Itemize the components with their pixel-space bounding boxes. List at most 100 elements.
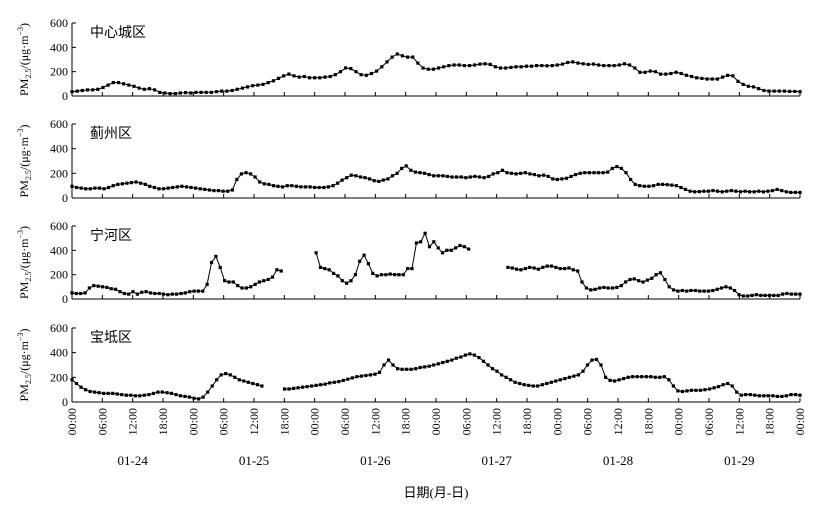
- data-point: [93, 186, 97, 190]
- data-point: [216, 189, 221, 193]
- data-point: [111, 184, 115, 188]
- data-point: [178, 91, 182, 95]
- data-point: [510, 266, 514, 270]
- data-point: [452, 63, 456, 67]
- data-point: [262, 182, 266, 186]
- data-point: [638, 184, 642, 188]
- data-point: [748, 393, 752, 397]
- data-point: [560, 177, 564, 181]
- data-point: [303, 185, 308, 189]
- data-point: [317, 185, 321, 190]
- x-tick-label: 06:00: [581, 408, 595, 435]
- data-point: [192, 289, 196, 293]
- data-point: [282, 74, 286, 78]
- y-axis-label: PM2.5/(μg·m−3): [16, 23, 33, 96]
- data-point: [664, 72, 668, 76]
- data-point: [147, 393, 151, 397]
- data-point: [353, 273, 357, 277]
- data-point: [423, 171, 427, 175]
- data-point: [244, 286, 248, 290]
- data-point: [457, 63, 461, 67]
- data-point: [647, 184, 651, 188]
- data-point: [414, 241, 418, 245]
- data-point: [612, 64, 616, 68]
- data-point: [79, 385, 83, 389]
- data-point: [156, 390, 160, 394]
- y-axis-label-unit: /(μg·m: [17, 340, 31, 374]
- data-point: [608, 378, 612, 382]
- data-point: [400, 367, 404, 371]
- data-point: [669, 71, 673, 76]
- data-point: [667, 378, 671, 382]
- data-point: [337, 380, 341, 384]
- data-point: [567, 375, 571, 379]
- data-point: [388, 272, 392, 276]
- data-point: [287, 387, 291, 391]
- y-tick-label: 400: [50, 243, 68, 257]
- data-point: [697, 190, 701, 194]
- data-point: [161, 292, 166, 296]
- data-point: [741, 82, 745, 86]
- data-point: [332, 271, 336, 275]
- data-point: [336, 274, 340, 278]
- data-point: [708, 387, 712, 391]
- data-point: [423, 365, 427, 369]
- data-point: [737, 293, 741, 297]
- data-point: [784, 190, 788, 194]
- data-point: [138, 394, 142, 398]
- data-point: [693, 288, 697, 293]
- data-point: [282, 387, 287, 391]
- data-point: [706, 189, 710, 193]
- x-tick-label: 18:00: [520, 408, 534, 435]
- data-point: [368, 373, 372, 377]
- data-point: [454, 246, 458, 250]
- data-point: [481, 359, 486, 363]
- data-point: [653, 375, 657, 379]
- y-tick-label: 200: [50, 65, 68, 79]
- x-tick-label: 06:00: [702, 408, 716, 435]
- data-point: [772, 293, 776, 297]
- data-point: [726, 381, 730, 386]
- data-point: [555, 63, 559, 67]
- data-point: [527, 383, 531, 387]
- data-point: [437, 66, 441, 70]
- data-point: [184, 91, 188, 95]
- data-point: [572, 374, 576, 378]
- data-point: [397, 273, 401, 277]
- data-point: [665, 183, 669, 187]
- x-tick-label: 18:00: [277, 408, 291, 435]
- data-point: [662, 375, 666, 379]
- data-point: [256, 83, 260, 87]
- data-point: [591, 62, 596, 66]
- data-point: [345, 176, 349, 180]
- data-point: [137, 86, 141, 90]
- data-point: [203, 187, 207, 191]
- data-point: [789, 190, 793, 194]
- data-point: [602, 285, 606, 289]
- data-point: [685, 389, 689, 393]
- y-tick-label: 600: [50, 321, 68, 335]
- data-point: [645, 278, 649, 282]
- data-point: [140, 290, 144, 294]
- data-point: [628, 63, 632, 67]
- data-point: [619, 166, 623, 170]
- data-point: [377, 179, 381, 183]
- data-point: [333, 73, 337, 77]
- data-point: [585, 363, 590, 367]
- data-point: [107, 185, 111, 190]
- data-point: [468, 352, 472, 356]
- data-point: [491, 172, 495, 176]
- data-point: [522, 383, 526, 387]
- data-point: [459, 175, 463, 179]
- data-point: [206, 390, 210, 394]
- data-point: [302, 74, 306, 79]
- data-point: [364, 373, 368, 378]
- data-point: [569, 174, 573, 178]
- data-point: [477, 356, 481, 360]
- data-point: [784, 394, 788, 398]
- y-axis-label-subscript: 2.5: [24, 69, 33, 79]
- data-point: [92, 284, 96, 288]
- panel-4: 0 200 400 600 宝坻区 PM2.5/(μg·m−3) 00:00 06:00 12:…: [16, 321, 807, 500]
- series-line: [507, 265, 800, 297]
- data-point: [436, 174, 440, 178]
